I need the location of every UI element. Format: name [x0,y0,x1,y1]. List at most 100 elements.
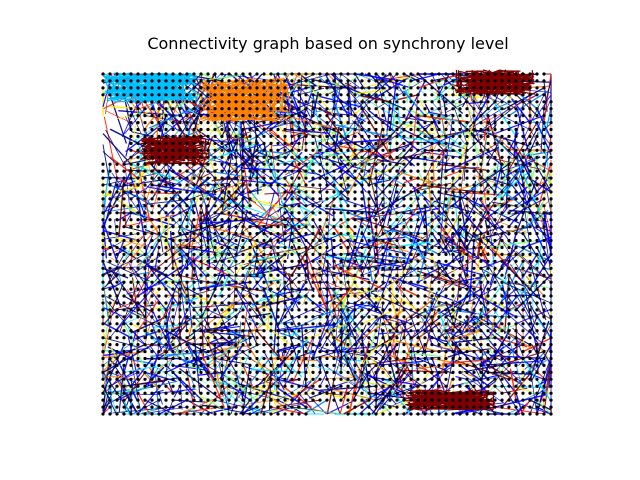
graph-edge [501,243,530,269]
graph-edge [151,282,171,297]
graph-node [178,86,182,90]
graph-node [465,238,469,243]
graph-edge [375,80,423,109]
graph-node [381,225,385,229]
graph-node [409,72,413,76]
graph-edge [447,330,482,342]
graph-node [318,141,322,145]
graph-node [199,93,203,97]
graph-edge [263,222,278,228]
graph-node [129,79,133,83]
graph-edge [508,90,550,117]
graph-node [220,121,224,125]
graph-node [283,100,287,104]
graph-node [143,114,147,118]
graph-node [262,148,266,152]
graph-node [241,107,245,111]
graph-node [486,162,490,166]
graph-node [479,183,483,187]
graph-node [395,100,399,104]
graph-node [374,148,378,152]
graph-node [325,93,329,97]
graph-edge [158,226,164,253]
graph-edge [125,372,139,379]
graph-edge [515,337,524,357]
graph-node [500,86,504,90]
graph-edge [305,200,321,207]
graph-node [346,197,350,201]
graph-edge [144,212,148,233]
graph-edge [347,308,355,318]
graph-node [458,204,462,208]
graph-node [500,134,504,138]
graph-edge [228,234,251,269]
graph-edge [190,199,195,213]
graph-node [388,238,392,243]
graph-node [206,107,210,111]
graph-node [290,134,294,138]
graph-node [388,141,392,145]
graph-edge [488,351,545,370]
graph-edge [525,292,538,352]
graph-node [339,134,343,138]
cluster-edge-top-right [456,79,460,92]
graph-node [129,190,133,194]
graph-edge [305,195,321,207]
cluster-edge-top-right [478,69,507,81]
graph-edge [235,287,265,325]
graph-node [157,127,161,132]
graph-node [157,141,161,145]
graph-edge [494,160,499,186]
graph-node [430,114,434,118]
graph-node [451,225,455,229]
graph-edge [445,146,500,172]
cluster-edge-top-right [503,77,509,91]
graph-node [213,232,217,236]
graph-edge [343,347,377,359]
graph-edge [271,406,293,415]
graph-node [206,114,210,118]
graph-edge [403,177,419,184]
graph-node [430,197,434,201]
graph-node [346,79,350,83]
graph-node [374,127,378,132]
graph-node [101,190,105,194]
graph-edge [543,73,552,123]
graph-node [297,197,301,201]
graph-node [213,238,217,243]
graph-node [458,197,462,201]
graph-node [444,86,448,90]
graph-node [318,197,322,201]
graph-node [178,107,182,111]
graph-edge [285,73,293,89]
graph-node [535,121,539,125]
graph-node [374,155,378,159]
graph-node [234,114,238,118]
graph-node [248,197,252,201]
graph-edge [102,356,127,380]
graph-edge [424,149,457,152]
graph-node [332,79,336,83]
graph-node [465,169,469,173]
graph-edge [427,111,447,117]
graph-node [381,183,385,187]
graph-node [353,169,357,173]
graph-node [479,197,483,201]
graph-node [318,155,322,159]
graph-node [199,176,203,180]
graph-node [514,72,518,76]
cluster-edge-upper-left [154,140,208,165]
graph-node [290,211,294,215]
graph-edge [494,324,516,332]
graph-edge [475,316,489,326]
graph-node [353,79,357,83]
graph-edge [473,232,486,241]
graph-node [360,114,364,118]
graph-node [178,238,182,243]
graph-edge [466,286,498,304]
graph-edge [536,94,552,116]
graph-edge [137,287,156,324]
graph-edge [417,114,471,123]
graph-node [311,134,315,138]
graph-node [472,190,476,194]
